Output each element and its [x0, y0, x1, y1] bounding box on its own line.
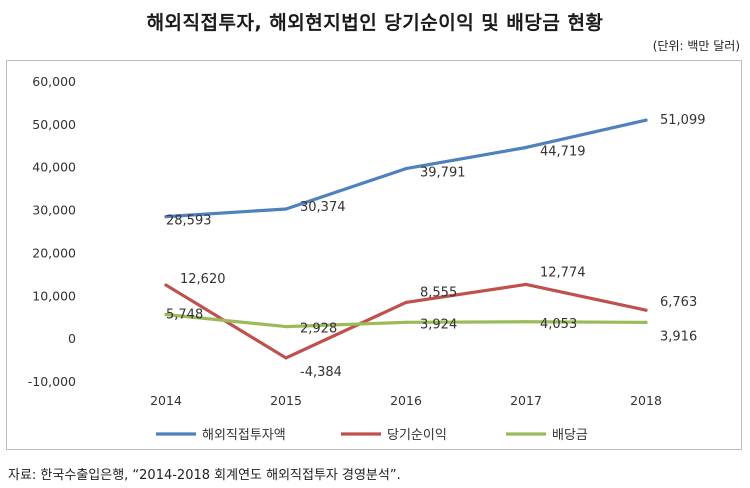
data-point: [404, 167, 408, 171]
y-tick-label: 40,000: [32, 160, 76, 175]
data-point: [164, 283, 168, 287]
data-point: [284, 356, 288, 360]
x-tick-label: 2018: [630, 393, 662, 408]
data-point: [524, 320, 528, 324]
y-tick-label: 50,000: [32, 117, 76, 132]
line-chart: -10,000 0 10,000 20,000 30,000 40,000 50,000 60…: [28, 74, 706, 443]
data-label: 28,593: [166, 214, 212, 229]
legend-label: 배당금: [552, 428, 588, 443]
y-tick-label: -10,000: [28, 374, 76, 389]
data-point: [404, 320, 408, 324]
data-label: 4,053: [540, 317, 577, 332]
legend-label: 해외직접투자액: [202, 428, 286, 443]
y-tick-label: 10,000: [32, 288, 76, 303]
x-tick-label: 2015: [270, 393, 302, 408]
data-point: [404, 300, 408, 305]
data-label: 8,555: [420, 285, 457, 300]
data-point: [644, 308, 648, 312]
y-tick-label: 30,000: [32, 203, 76, 218]
x-tick-label: 2016: [390, 393, 422, 408]
data-point: [644, 118, 648, 122]
y-tick-label: 0: [68, 331, 76, 346]
data-point: [644, 320, 648, 324]
x-tick-label: 2017: [510, 393, 542, 408]
data-label: 5,748: [166, 308, 203, 323]
data-label: 2,928: [300, 322, 337, 337]
data-point: [524, 282, 528, 286]
data-point: [164, 215, 168, 219]
data-label: 12,774: [540, 265, 586, 280]
x-tick-label: 2014: [150, 393, 182, 408]
data-label: 6,763: [660, 295, 697, 310]
data-point: [164, 312, 168, 317]
data-point: [524, 145, 528, 150]
data-label: 39,791: [420, 166, 466, 181]
data-label: 3,916: [660, 329, 697, 344]
data-label: 44,719: [540, 144, 586, 159]
data-label: -4,384: [300, 365, 342, 380]
y-tick-label: 60,000: [32, 74, 76, 89]
data-point: [284, 324, 288, 329]
legend-label: 당기순이익: [387, 428, 447, 443]
chart-title: 해외직접투자, 해외현지법인 당기순이익 및 배당금 현황: [146, 12, 604, 34]
data-point: [284, 207, 288, 211]
source-note: 자료: 한국수출입은행, “2014-2018 회계연도 해외직접투자 경영분석…: [8, 468, 401, 483]
data-label: 51,099: [660, 113, 706, 128]
data-label: 12,620: [180, 272, 226, 287]
unit-label: (단위: 백만 달러): [652, 39, 740, 53]
chart-frame: [6, 60, 742, 450]
data-label: 3,924: [420, 317, 457, 332]
data-label: 30,374: [300, 200, 346, 215]
y-tick-label: 20,000: [32, 245, 76, 260]
